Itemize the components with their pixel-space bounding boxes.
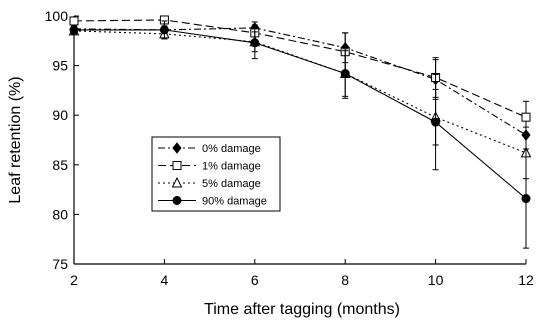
x-tick-label: 4 xyxy=(161,272,169,288)
legend-marker xyxy=(172,142,182,154)
y-tick-label: 85 xyxy=(52,157,68,173)
axes xyxy=(73,16,526,265)
data-point xyxy=(340,69,350,79)
legend-marker xyxy=(172,161,182,170)
data-point xyxy=(159,25,169,35)
y-axis-title: Leaf retention (%) xyxy=(7,76,24,203)
series-line xyxy=(73,30,527,154)
series-0 xyxy=(69,21,531,154)
x-tick-label: 6 xyxy=(251,272,259,288)
legend-label: 5% damage xyxy=(202,178,261,190)
x-tick-label: 12 xyxy=(518,272,534,288)
legend-label: 0% damage xyxy=(202,143,261,155)
series-2 xyxy=(68,24,532,180)
x-tick-label: 10 xyxy=(428,272,444,288)
series-line xyxy=(73,27,527,136)
legend: 0% damage 1% damage 5% damage 90% damage xyxy=(151,136,281,212)
data-point xyxy=(521,194,531,204)
y-tick-label: 75 xyxy=(52,256,68,272)
series-line xyxy=(74,29,527,199)
series-line xyxy=(73,19,527,118)
y-tick-label: 90 xyxy=(52,107,68,123)
y-tick-label: 100 xyxy=(45,8,69,24)
data-point xyxy=(521,112,531,122)
tick-marks xyxy=(73,15,527,265)
data-point xyxy=(431,117,441,127)
legend-label: 90% damage xyxy=(202,196,267,208)
legend-marker xyxy=(171,176,183,188)
data-point xyxy=(250,38,260,48)
series-3 xyxy=(69,20,531,249)
legend-marker xyxy=(172,196,182,205)
x-tick-label: 2 xyxy=(70,272,78,288)
series-layer xyxy=(68,15,532,249)
x-axis-title: Time after tagging (months) xyxy=(204,301,400,318)
x-tick-label: 8 xyxy=(341,272,349,288)
legend-label: 1% damage xyxy=(202,161,261,173)
data-point xyxy=(69,16,79,26)
y-tick-label: 95 xyxy=(52,58,68,74)
tick-labels: 2 4 6 8 10 12 75 80 85 90 95 100 xyxy=(45,8,534,288)
data-point xyxy=(69,25,79,35)
y-tick-label: 80 xyxy=(52,206,68,222)
